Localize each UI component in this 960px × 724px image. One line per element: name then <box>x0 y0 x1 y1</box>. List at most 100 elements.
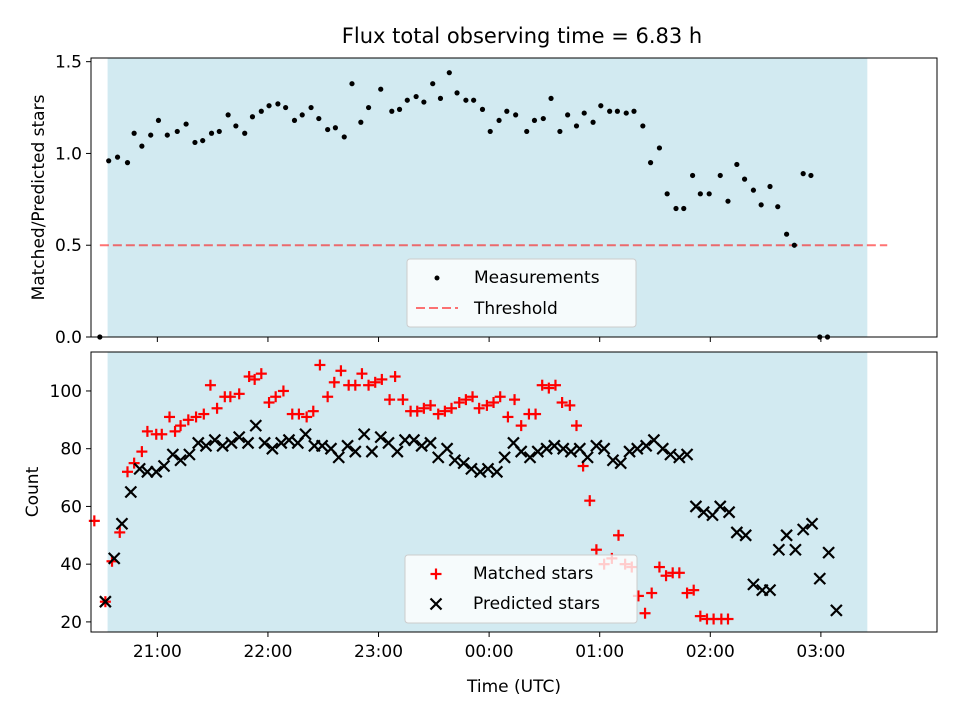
cross-stroke-b <box>523 451 537 464</box>
measurement-point <box>463 97 469 103</box>
measurement-point <box>808 172 814 179</box>
predicted-star-point <box>174 453 187 467</box>
measurement-point <box>647 160 654 166</box>
predicted-star-point <box>415 439 428 453</box>
predicted-star-point <box>274 436 288 450</box>
matched-star-point <box>570 420 582 432</box>
cross-stroke-b <box>440 442 454 455</box>
predicted-star-point <box>440 442 454 455</box>
top-legend-box <box>406 258 637 328</box>
cross-stroke-b <box>274 436 288 450</box>
predicted-star-point <box>149 465 163 479</box>
measurement-point <box>437 95 444 101</box>
bottom-y-axis-ticks: 20 40 60 80 100 <box>50 382 91 633</box>
predicted-star-point <box>631 442 644 455</box>
matched-star-point <box>156 428 168 440</box>
measurement-point <box>413 93 419 100</box>
chart-title: Flux total observing time = 6.83 h <box>342 24 702 48</box>
x-tick-label: 01:00 <box>575 642 624 662</box>
measurement-point <box>540 115 546 122</box>
matched-star-point <box>515 420 527 432</box>
cross-stroke-b <box>166 448 180 461</box>
y-tick-label: 100 <box>50 382 82 402</box>
matched-star-point <box>369 376 381 388</box>
top-y-axis-label: Matched/Predicted stars <box>29 94 49 300</box>
predicted-star-point <box>789 543 802 557</box>
cross-stroke-b <box>407 433 421 447</box>
predicted-star-point <box>813 572 827 585</box>
measurement-point <box>233 123 239 129</box>
x-tick-label: 21:00 <box>133 642 182 662</box>
cross-stroke-b <box>590 439 603 453</box>
matched-star-point <box>688 584 700 596</box>
cross-stroke-b <box>597 442 611 455</box>
cross-stroke-b <box>258 436 271 450</box>
measurement-point <box>717 172 723 179</box>
measurement-point <box>750 187 757 193</box>
measurement-point <box>275 101 281 107</box>
matched-star-point <box>397 394 409 406</box>
matched-star-point <box>114 526 126 538</box>
matched-star-point <box>481 399 493 411</box>
top-legend: Measurements Threshold <box>406 258 637 328</box>
matched-star-point <box>473 402 485 414</box>
matched-star-point <box>509 394 521 406</box>
predicted-star-point <box>664 448 677 461</box>
y-tick-label: 0.5 <box>55 236 82 256</box>
measurement-point <box>573 123 580 129</box>
predicted-star-point <box>523 451 537 464</box>
predicted-star-point <box>747 578 760 591</box>
cross-stroke-b <box>713 500 727 513</box>
predicted-star-point <box>465 462 478 476</box>
measurement-point <box>148 132 154 138</box>
matched-star-point <box>335 365 347 377</box>
bottom-panel: 20 40 60 80 100 21:00 22:00 23:00 00:00 01:00 02:… <box>23 351 938 697</box>
matched-star-point <box>211 402 223 414</box>
cross-stroke-b <box>99 595 112 608</box>
cross-stroke-b <box>647 433 661 447</box>
x-tick-label: 00:00 <box>465 642 514 662</box>
measurement-point <box>548 95 554 101</box>
matched-star-point <box>384 394 396 406</box>
predicted-star-point <box>490 465 504 479</box>
predicted-star-point <box>208 433 222 447</box>
matched-star-point <box>243 371 255 383</box>
matched-star-point <box>673 567 685 579</box>
cross-stroke-b <box>673 451 686 464</box>
cross-stroke-b <box>514 445 528 458</box>
predicted-star-point <box>332 451 345 464</box>
measurement-point <box>775 204 781 210</box>
measurement-point <box>164 132 170 138</box>
cross-stroke-b <box>183 448 196 461</box>
top-y-axis-ticks: 0.0 0.5 1.0 1.5 <box>55 53 91 348</box>
predicted-star-point <box>249 419 263 432</box>
matched-star-point <box>556 397 568 409</box>
measurement-point <box>349 81 355 87</box>
predicted-star-point <box>564 445 578 458</box>
predicted-star-point <box>597 442 611 455</box>
matched-star-point <box>681 587 693 599</box>
cross-stroke-b <box>324 442 338 455</box>
measurement-point <box>590 119 596 125</box>
predicted-star-point <box>299 427 312 441</box>
matched-star-point <box>590 544 602 556</box>
measurement-point <box>192 139 198 146</box>
predicted-star-point <box>481 462 495 476</box>
cross-stroke-b <box>656 442 670 455</box>
predicted-star-point <box>772 543 786 557</box>
predicted-star-point <box>805 517 819 531</box>
top-x-axis-ticks <box>156 337 822 342</box>
measurement-point <box>697 191 703 197</box>
matched-star-point <box>249 373 261 385</box>
matched-star-point <box>467 391 479 403</box>
cross-stroke-b <box>232 430 246 444</box>
measurement-point <box>623 110 629 116</box>
cross-stroke-b <box>429 597 443 611</box>
predicted-star-point <box>357 427 371 441</box>
predicted-star-point <box>133 462 146 476</box>
cross-stroke-b <box>623 445 636 458</box>
cross-stroke-b <box>680 448 694 461</box>
cross-stroke-b <box>507 436 520 450</box>
matched-star-point <box>277 385 289 397</box>
